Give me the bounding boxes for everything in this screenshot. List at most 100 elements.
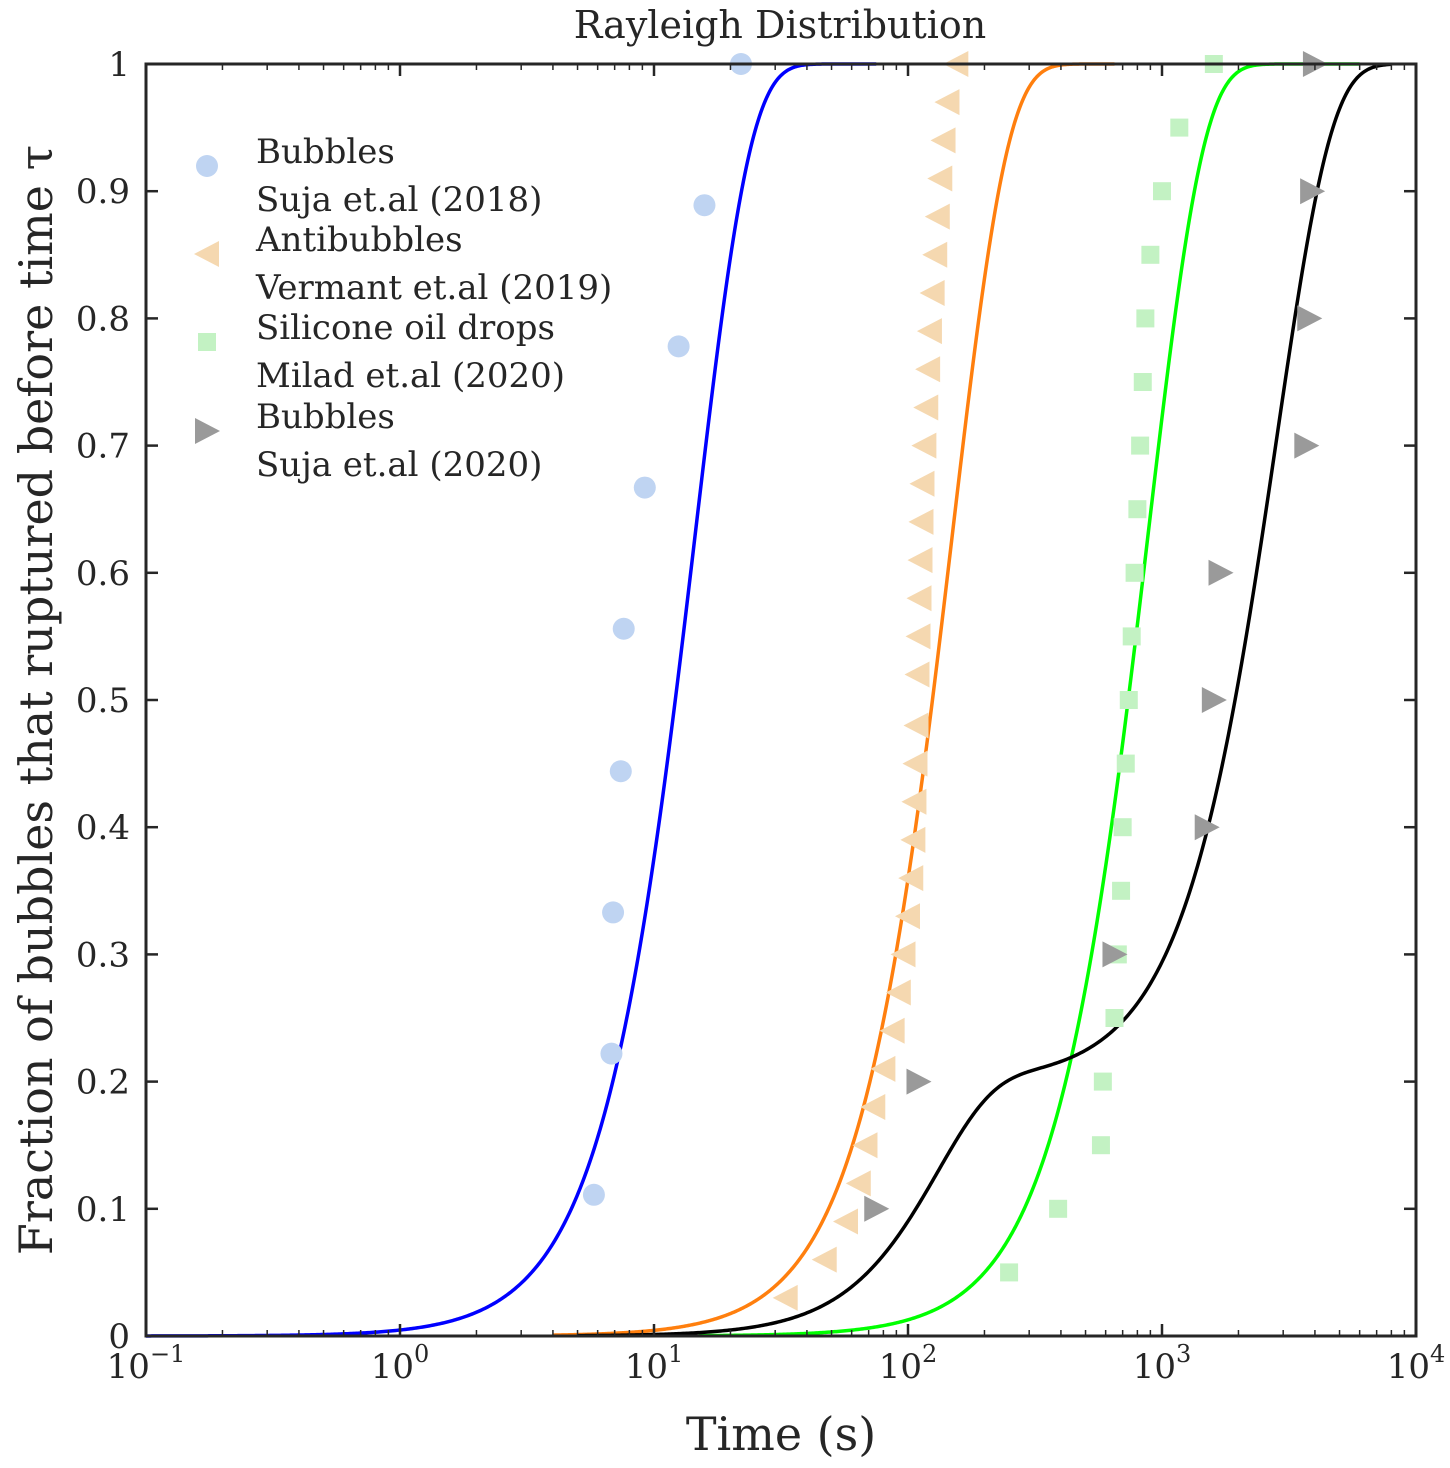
series-2-point-18	[905, 623, 931, 650]
series-2-point-27	[919, 279, 945, 306]
series-2-point-5	[852, 1132, 878, 1159]
fit-curve-4	[577, 62, 1392, 1338]
series-4-point-1	[864, 1195, 890, 1222]
series-4-point-4	[1194, 814, 1220, 841]
fit-curve-3	[698, 62, 1360, 1338]
series-2-point-14	[901, 788, 927, 815]
series-1-point-2	[600, 1042, 623, 1065]
series-2-point-1	[772, 1284, 798, 1311]
series-4-point-9	[1300, 178, 1326, 205]
series-3-point-18	[1153, 182, 1171, 201]
y-tick-label: 0.5	[76, 681, 130, 721]
fit-curves	[146, 62, 1392, 1338]
data-markers	[582, 51, 1328, 1311]
series-4-point-6	[1208, 559, 1234, 586]
y-tick-label: 0.3	[76, 935, 130, 975]
series-2-point-15	[902, 750, 928, 777]
series-2-point-16	[903, 712, 929, 739]
x-tick-label: 103	[1133, 1340, 1192, 1387]
series-2-point-24	[913, 394, 939, 421]
x-tick-label: 102	[879, 1340, 938, 1387]
legend-label-2-line2: Vermant et.al (2019)	[255, 268, 612, 308]
legend-marker-2	[194, 241, 219, 267]
series-2-point-28	[922, 241, 948, 268]
series-1-point-4	[609, 760, 632, 783]
series-1-point-8	[693, 194, 716, 217]
series-2-point-17	[904, 661, 930, 688]
series-3-point-15	[1133, 373, 1152, 391]
x-tick-label: 101	[625, 1340, 684, 1387]
y-tick-label: 0.4	[76, 808, 130, 848]
legend-marker-1	[196, 155, 218, 177]
x-tick-label: 104	[1387, 1340, 1446, 1387]
series-2-point-13	[900, 826, 926, 853]
series-4-point-7	[1294, 432, 1320, 459]
y-tick-label: 0.9	[76, 172, 130, 212]
series-3-point-8	[1113, 818, 1132, 837]
series-2-point-20	[907, 547, 933, 574]
series-2-point-10	[890, 941, 916, 968]
series-2-point-29	[924, 203, 950, 230]
series-2-point-2	[811, 1246, 837, 1273]
y-axis-label: Fraction of bubbles that ruptured before…	[9, 145, 63, 1255]
series-4-point-8	[1297, 305, 1323, 332]
series-4-point-2	[906, 1068, 932, 1095]
series-1-point-7	[667, 335, 690, 358]
legend-label-3-line1: Silicone oil drops	[256, 308, 555, 348]
series-3-point-3	[1091, 1136, 1110, 1155]
series-3-point-5	[1105, 1009, 1124, 1027]
series-2-point-25	[915, 356, 941, 383]
x-axis-label: Time (s)	[686, 1407, 876, 1461]
series-3-point-9	[1116, 754, 1135, 773]
legend: Bubbles Suja et.al (2018)Antibubbles Verma…	[194, 132, 612, 485]
legend-label-1-line2: Suja et.al (2018)	[256, 180, 542, 220]
axis-ticks: 10−1 100 101 102 103 104 0 0.1 0.2 0.3 0.4 0.5 0.6 0.…	[76, 45, 1445, 1387]
series-1-point-5	[612, 617, 635, 640]
y-tick-label: 1	[108, 45, 130, 85]
series-1-point-3	[602, 901, 625, 924]
series-3-point-16	[1136, 309, 1155, 328]
series-3-point-10	[1119, 691, 1138, 709]
series-3-point-14	[1131, 436, 1150, 455]
y-tick-label: 0.1	[76, 1190, 130, 1230]
series-3-point-7	[1112, 881, 1131, 900]
legend-label-4-line2: Suja et.al (2020)	[256, 445, 542, 485]
series-4-point-5	[1201, 687, 1227, 713]
series-2-point-11	[895, 903, 920, 930]
series-3-point-2	[1049, 1199, 1068, 1218]
legend-marker-3	[198, 333, 216, 351]
series-3-point-13	[1128, 500, 1147, 519]
series-2-point-26	[916, 318, 942, 345]
series-4-point-3	[1102, 941, 1128, 968]
x-tick-label: 100	[371, 1340, 430, 1387]
legend-label-3-line2: Milad et.al (2020)	[256, 356, 565, 396]
series-1-point-6	[633, 476, 656, 499]
series-2-point-21	[908, 508, 934, 535]
series-2-point-30	[927, 165, 953, 192]
fit-curve-2	[552, 62, 1115, 1337]
series-2-point-7	[870, 1055, 896, 1082]
series-3-point-17	[1141, 245, 1160, 264]
x-tick-label: 10−1	[107, 1340, 186, 1387]
chart-title: Rayleigh Distribution	[574, 3, 987, 47]
series-2-point-32	[934, 89, 960, 116]
series-2-point-23	[911, 432, 937, 459]
y-tick-label: 0.8	[76, 299, 130, 339]
y-tick-label: 0	[108, 1317, 130, 1357]
series-2-point-22	[909, 470, 935, 497]
series-2-point-4	[845, 1170, 871, 1197]
series-2-point-9	[885, 979, 911, 1006]
series-2-point-19	[906, 585, 932, 612]
series-3-point-1	[1000, 1263, 1019, 1282]
series-3-point-11	[1122, 627, 1141, 646]
series-3-point-4	[1093, 1072, 1112, 1091]
series-3-point-19	[1170, 118, 1189, 137]
y-tick-label: 0.7	[76, 427, 130, 467]
legend-label-1-line1: Bubbles	[256, 132, 395, 172]
series-2-point-12	[898, 865, 924, 892]
series-2-point-31	[930, 127, 956, 154]
legend-label-4-line1: Bubbles	[256, 397, 395, 437]
series-2-point-8	[879, 1017, 905, 1044]
series-2-point-3	[832, 1208, 858, 1235]
